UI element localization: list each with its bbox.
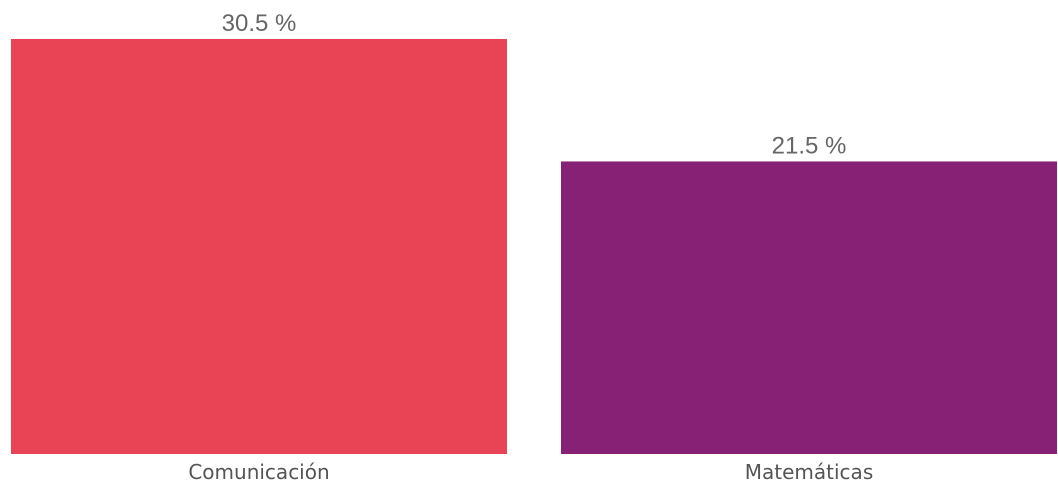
bar-1	[561, 161, 1057, 454]
bars-layer	[11, 39, 1057, 454]
category-label-1: Matemáticas	[745, 460, 873, 483]
bar-value-label-0: 30.5 %	[222, 10, 297, 37]
category-labels-layer: Comunicación Matemáticas	[188, 460, 873, 483]
bar-value-label-1: 21.5 %	[772, 132, 847, 159]
bar-0	[11, 39, 507, 454]
category-label-0: Comunicación	[188, 460, 329, 483]
value-labels-layer: 30.5 % 21.5 %	[222, 10, 847, 159]
